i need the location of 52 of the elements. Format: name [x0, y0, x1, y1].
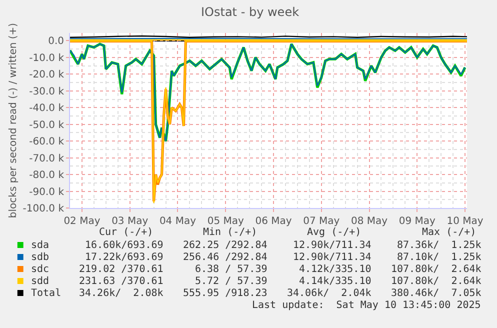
legend-label: sda: [31, 240, 50, 251]
legend-label: sdd: [31, 276, 50, 287]
text: 555.95 /918.23: [183, 288, 268, 299]
x-tick-label: 09 May: [398, 216, 436, 227]
y-tick-label: 0.0: [48, 36, 64, 48]
legend-label: sdb: [31, 252, 50, 263]
text: Avg (-/+): [307, 227, 362, 238]
text: Last update: Sat May 10 13:45:00 2025: [252, 300, 481, 311]
text: 34.26k/ 2.08k: [79, 288, 164, 299]
text: 380.46k/ 7.05k: [391, 288, 482, 299]
text: 17.22k/693.69: [85, 252, 164, 263]
x-tick-label: 06 May: [255, 216, 292, 227]
text: 12.90k/711.34: [293, 252, 372, 263]
text: Max (-/+): [422, 227, 476, 238]
x-tick-label: 10 May: [446, 216, 484, 227]
text: 34.06k/ 2.04k: [287, 288, 372, 299]
text: 87.36k/ 1.25k: [397, 240, 482, 251]
y-tick-label: -100.0 k: [22, 204, 64, 214]
x-tick-label: 04 May: [159, 216, 196, 227]
text: 262.25 /292.84: [183, 240, 268, 251]
y-tick-label: -20.0 k: [29, 70, 64, 81]
text: 6.38 / 57.39: [195, 264, 268, 275]
x-tick-label: 08 May: [350, 216, 388, 227]
text: Cur (-/+): [99, 227, 154, 238]
legend-label: Total: [31, 288, 62, 299]
y-tick-label: -70.0 k: [29, 153, 64, 164]
y-tick-label: -90.0 k: [29, 186, 64, 198]
x-tick-label: 02 May: [64, 216, 100, 227]
text: 87.10k/ 1.25k: [397, 252, 482, 263]
y-tick-label: -80.0 k: [29, 170, 64, 182]
y-tick-label: -10.0 k: [29, 52, 64, 64]
legend-label: sdc: [31, 264, 50, 275]
y-tick-label: -30.0 k: [29, 86, 64, 98]
text: 256.46 /292.84: [183, 252, 268, 263]
y-axis-title: blocks per second read (-) / written (+): [8, 22, 19, 218]
x-tick-label: 07 May: [303, 216, 340, 227]
y-tick-label: -50.0 k: [29, 120, 64, 131]
y-tick-label: -40.0 k: [29, 103, 64, 114]
text: 107.80k/ 2.64k: [391, 264, 482, 275]
chart-title: IOstat - by week: [201, 5, 300, 19]
text: 107.80k/ 2.64k: [391, 276, 482, 287]
text: 4.14k/335.10: [299, 276, 372, 287]
text: 231.63 /370.61: [79, 276, 164, 287]
text: 12.90k/711.34: [293, 240, 372, 251]
text: 219.02 /370.61: [79, 264, 164, 275]
x-tick-label: 05 May: [207, 216, 244, 227]
text: 5.72 / 57.39: [195, 276, 268, 287]
text: 4.12k/335.10: [299, 264, 372, 275]
x-tick-label: 03 May: [112, 216, 148, 227]
text: 16.60k/693.69: [85, 240, 164, 251]
text: Min (-/+): [203, 227, 258, 238]
y-tick-label: -60.0 k: [29, 136, 64, 148]
